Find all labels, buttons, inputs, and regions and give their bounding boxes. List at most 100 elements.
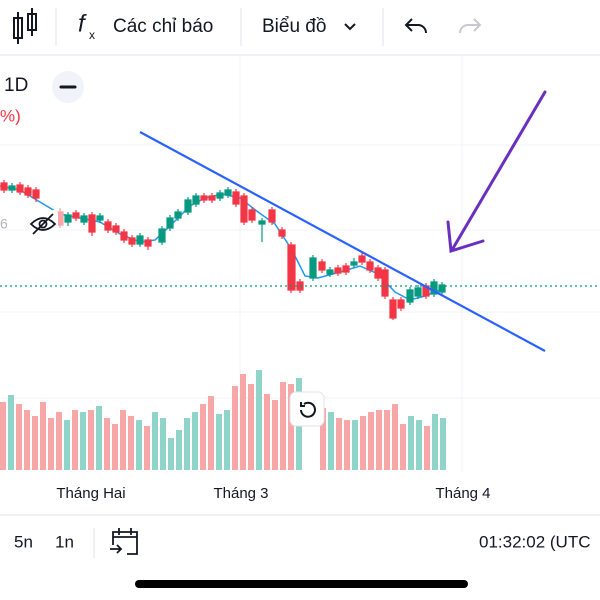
candle: [318, 259, 326, 273]
volume-bar: [16, 404, 22, 470]
volume-bar: [320, 408, 326, 470]
candle: [158, 226, 166, 245]
candle: [240, 193, 248, 225]
candle: [136, 233, 144, 247]
fx-icon-x: x: [89, 28, 95, 42]
volume-bar: [200, 404, 206, 470]
eye-slash: [32, 213, 54, 235]
chevron: [344, 23, 356, 31]
range-button[interactable]: 5n: [14, 532, 33, 551]
candle: [224, 187, 232, 198]
candle: [309, 255, 317, 281]
volume-bar: [216, 414, 222, 470]
home-indicator: [135, 580, 468, 588]
hide-icon[interactable]: [28, 210, 58, 236]
arrow-drawing[interactable]: [446, 90, 547, 253]
candle: [326, 267, 334, 277]
volume-bar: [24, 410, 30, 470]
volume-bar: [232, 386, 238, 470]
toolbar: f x Các chỉ báo Biểu đồ: [0, 8, 600, 56]
volume-bar: [136, 420, 142, 470]
volume-bar: [40, 402, 46, 470]
candle: [248, 207, 256, 223]
candle: [350, 258, 358, 268]
time-label: Tháng 3: [213, 485, 268, 502]
undo-button[interactable]: [404, 18, 427, 34]
volume-bar: [160, 418, 166, 470]
go-to-date-button[interactable]: [110, 528, 138, 555]
volume-bar: [264, 394, 270, 470]
volume-bar: [168, 438, 174, 470]
volume-bar: [272, 400, 278, 470]
candle: [120, 229, 128, 243]
interval-label: 1D: [4, 75, 28, 96]
volume-bar: [376, 410, 382, 470]
volume-bar: [72, 410, 78, 470]
candle-icon: [13, 8, 37, 44]
candle: [287, 242, 296, 293]
candle: [8, 183, 16, 193]
volume-bar: [256, 370, 262, 470]
volume-bar: [8, 395, 14, 470]
volume-bar: [344, 420, 350, 470]
candle: [374, 265, 382, 281]
candle: [438, 282, 446, 295]
candle: [366, 259, 374, 273]
chart-menu-label: Biểu đồ: [262, 16, 326, 37]
candle: [200, 193, 208, 203]
candle: [268, 207, 276, 225]
candle: [112, 223, 120, 235]
chart-menu-button[interactable]: Biểu đồ: [262, 16, 356, 37]
calendar-icon: [112, 528, 138, 555]
volume-bar: [352, 420, 358, 470]
arrow-shaft: [450, 90, 547, 252]
volume-bar: [416, 420, 422, 470]
volume-bar: [192, 412, 198, 470]
candle: [174, 209, 182, 221]
volume-bar: [400, 424, 406, 470]
eye-pupil: [38, 219, 48, 229]
candle: [128, 235, 136, 247]
candle: [216, 190, 224, 201]
volume-bar: [80, 412, 86, 470]
candle: [88, 212, 96, 236]
volume-bar: [440, 418, 446, 470]
button-bg: [289, 391, 325, 427]
trend-line[interactable]: [139, 131, 546, 352]
candle: [24, 185, 32, 198]
candle: [72, 210, 80, 221]
candle: [381, 267, 389, 299]
reset-scale-button[interactable]: [289, 391, 325, 427]
range-button[interactable]: 1n: [55, 532, 74, 551]
volume-bar: [240, 374, 246, 470]
candle: [334, 265, 342, 276]
candle: [166, 215, 174, 231]
candle: [358, 253, 366, 265]
volume-bar: [144, 426, 150, 470]
candle: [342, 263, 350, 275]
volume-bar: [48, 418, 54, 470]
candle: [192, 193, 200, 207]
volume-bar: [432, 414, 438, 470]
time-label: Tháng Hai: [56, 485, 125, 502]
value-label: 6: [0, 216, 8, 232]
candle: [389, 297, 397, 320]
volume-bar: [104, 418, 110, 470]
volume-bar: [184, 418, 190, 470]
arrow-head: [446, 220, 485, 253]
volume-bar: [96, 406, 102, 470]
volume-bar: [224, 410, 230, 470]
volume-bar: [208, 396, 214, 470]
indicators-label: Các chỉ báo: [113, 16, 213, 37]
candles: [0, 180, 446, 320]
indicators-button[interactable]: f x Các chỉ báo: [78, 10, 213, 42]
volume-bar: [0, 402, 6, 470]
redo-button[interactable]: [459, 18, 482, 34]
volume-bar: [120, 410, 126, 470]
chart-type-button[interactable]: [13, 8, 37, 44]
volume-bar: [288, 384, 294, 470]
candle: [208, 193, 216, 203]
volume-bar: [336, 418, 342, 470]
collapse-legend-button[interactable]: [52, 71, 84, 103]
